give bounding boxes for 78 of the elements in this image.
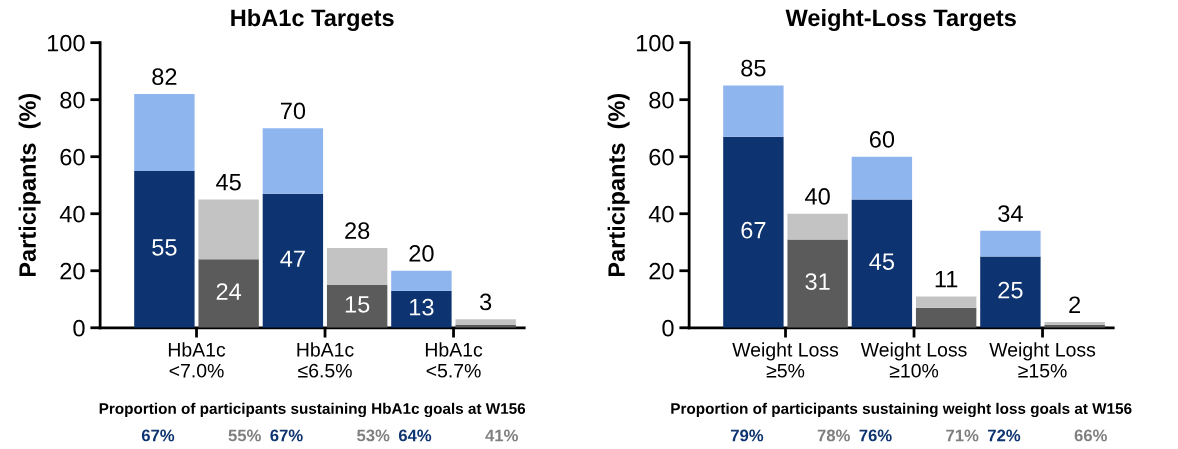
x-tick-label: Weight Loss ≥5% (732, 342, 839, 378)
total-label: 11 (935, 270, 958, 288)
bar (262, 193, 324, 328)
data-label: 24 (216, 283, 242, 300)
text: Proportion of participants sustaining weight loss goals at W156 (671, 402, 1132, 418)
bar (851, 199, 913, 328)
total-label: 40 (805, 188, 830, 205)
bar (262, 128, 324, 194)
total-label: 2 (1069, 296, 1081, 313)
total-label: 45 (216, 174, 241, 191)
text: 53% (357, 429, 390, 442)
text: 66% (1074, 429, 1107, 442)
total-label: 3 (479, 293, 492, 311)
y-tick-label: 0 (73, 319, 85, 337)
bar (980, 256, 1041, 328)
data-label: 45 (869, 253, 895, 270)
bar (326, 247, 388, 285)
bar (198, 259, 259, 328)
text: Proportion of participants sustaining HbA1c goals at W156 (99, 402, 526, 418)
y-axis-title: Participants (%) (18, 93, 41, 277)
data-label: 25 (998, 281, 1023, 299)
total-label: 70 (280, 102, 306, 120)
y-tick-label: 60 (60, 148, 85, 166)
y-tick-label: 80 (649, 91, 674, 109)
bar (723, 136, 784, 328)
bar (455, 319, 516, 325)
y-tick-label: 40 (59, 205, 85, 223)
x-tick-label: Weight Loss ≥15% (989, 342, 1096, 378)
bar (787, 213, 848, 240)
total-label: 60 (869, 131, 895, 148)
y-tick-label: 60 (649, 148, 674, 166)
bar (915, 296, 977, 308)
x-tick-label: HbA1c ≤6.5% (297, 342, 354, 378)
bar (851, 156, 913, 200)
total-label: 82 (152, 68, 177, 86)
text: 64% (398, 429, 432, 442)
text: 55% (228, 429, 261, 442)
y-tick-label: 100 (636, 34, 674, 52)
text: 79% (731, 429, 764, 442)
text: 71% (946, 429, 979, 442)
bar (134, 170, 195, 328)
data-label: 13 (410, 298, 434, 316)
text: 67% (270, 429, 303, 442)
bar (980, 230, 1041, 257)
y-axis-title: Participants (%) (607, 93, 630, 277)
bar (198, 199, 259, 260)
x-tick-label: HbA1c <7.0% (168, 342, 226, 378)
data-label: 15 (345, 296, 370, 313)
bar (723, 85, 784, 137)
bar (787, 239, 848, 328)
chart-title: Weight-Loss Targets (785, 8, 1016, 31)
bar (915, 307, 977, 328)
text: 67% (141, 429, 175, 442)
text: 76% (859, 429, 892, 442)
bar (134, 93, 195, 171)
bar (326, 285, 388, 328)
y-tick-label: 20 (649, 262, 674, 280)
data-label: 47 (280, 250, 305, 267)
total-label: 20 (409, 245, 434, 262)
data-label: 55 (152, 239, 177, 256)
data-label: 31 (805, 273, 830, 290)
y-tick-label: 20 (60, 262, 85, 280)
x-tick-label: Weight Loss ≥10% (860, 342, 967, 378)
text: 78% (817, 429, 850, 442)
text: 41% (485, 429, 518, 442)
y-tick-label: 80 (60, 91, 85, 109)
total-label: 28 (345, 222, 370, 239)
bar (391, 270, 452, 291)
bar (391, 290, 452, 328)
chart-title: HbA1c Targets (231, 8, 394, 31)
total-label: 34 (998, 205, 1023, 222)
y-tick-label: 40 (648, 205, 674, 223)
x-tick-label: HbA1c <5.7% (425, 342, 483, 378)
total-label: 85 (741, 59, 766, 77)
y-tick-label: 100 (47, 34, 85, 52)
data-label: 67 (741, 221, 766, 239)
text: 72% (988, 429, 1021, 442)
y-tick-label: 0 (662, 319, 674, 337)
